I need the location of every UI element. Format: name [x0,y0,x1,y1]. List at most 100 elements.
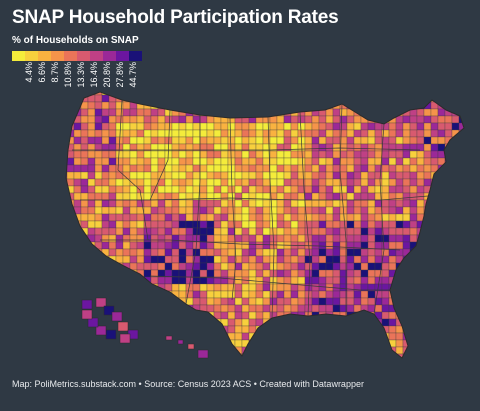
alaska-counties [81,297,139,344]
county-tile [311,269,320,278]
county-tile [227,248,236,257]
county-tile [199,318,208,327]
county-tile [388,171,397,180]
county-tile [234,108,243,117]
county-tile [318,94,327,103]
county-tile [199,213,208,222]
county-tile [367,276,376,285]
county-tile [213,269,222,278]
county-tile [290,227,299,236]
county-tile [122,199,131,208]
county-tile [101,185,110,194]
county-tile [213,353,222,358]
county-tile [248,353,257,358]
county-tile [374,248,383,257]
county-tile [325,92,334,96]
county-tile [423,199,432,208]
county-tile [220,262,229,271]
county-tile [409,227,418,236]
county-tile [451,206,460,215]
county-tile [339,325,348,334]
county-tile [416,269,425,278]
county-tile [192,311,201,320]
county-tile [388,157,397,166]
legend-swatch-5 [64,51,77,61]
county-tile [346,255,355,264]
county-tile [87,136,96,145]
county-tile [283,262,292,271]
county-tile [388,255,397,264]
county-tile [381,339,390,348]
county-tile [290,234,299,243]
county-tile [185,318,194,327]
county-tile [283,339,292,348]
county-tile [262,185,271,194]
county-tile [192,115,201,124]
county-tile [255,108,264,117]
county-tile [101,346,110,355]
county-tile [311,199,320,208]
county-tile [353,143,362,152]
county-tile [150,164,159,173]
county-tile [241,101,250,110]
county-tile [451,136,460,145]
county-tile [430,143,439,152]
county-tile [213,150,222,159]
county-tile [346,136,355,145]
county-tile [192,150,201,159]
county-tile [409,129,418,138]
county-tile [73,248,82,257]
county-tile [298,361,305,368]
county-tile [255,199,264,208]
county-tile [150,157,159,166]
county-tile [164,171,173,180]
county-tile [297,234,306,243]
county-tile [227,199,236,208]
county-tile [283,185,292,194]
county-tile [402,122,411,131]
county-tile [66,262,68,271]
county-tile [150,213,159,222]
county-tile [318,220,327,229]
county-tile [466,130,473,137]
county-tile [304,276,313,285]
county-tile [451,115,460,124]
county-tile [283,122,292,131]
county-tile [178,332,187,341]
county-tile [388,122,397,131]
county-tile [381,353,390,358]
county-tile [269,297,278,306]
county-tile [395,171,404,180]
county-tile [80,353,89,358]
county-tile [171,220,180,229]
county-tile [269,171,278,180]
county-tile [256,361,263,368]
county-tile [325,136,334,145]
county-tile [451,122,460,131]
county-tile [430,213,439,222]
county-tile [185,164,194,173]
county-tile [297,122,306,131]
county-tile [108,108,117,117]
county-tile [339,227,348,236]
county-tile [458,164,464,173]
county-tile [164,213,173,222]
county-tile [122,353,131,358]
county-tile [143,157,152,166]
county-tile [311,94,320,103]
county-tile [185,150,194,159]
county-tile [241,92,250,96]
county-tile [283,325,292,334]
county-tile [136,346,145,355]
county-tile [185,227,194,236]
county-tile [255,220,264,229]
county-tile [416,304,425,313]
county-tile [185,185,194,194]
county-tile [108,101,117,110]
county-tile [416,185,425,194]
county-tile [269,94,278,103]
county-tile [262,283,271,292]
county-tile [255,185,264,194]
county-tile [143,171,152,180]
county-tile [367,213,376,222]
